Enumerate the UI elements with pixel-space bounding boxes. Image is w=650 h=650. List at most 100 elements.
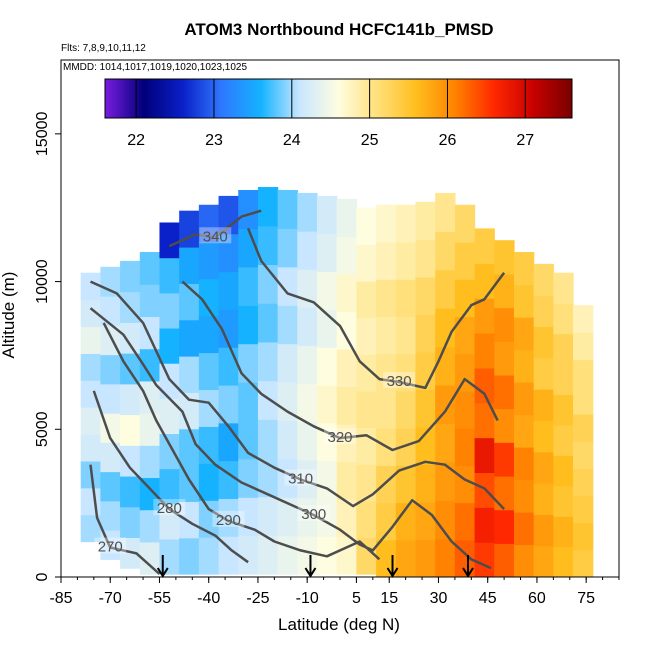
heatmap-cell [533,545,554,577]
heatmap-cell [120,475,141,508]
x-axis-label: Latitude (deg N) [278,615,400,634]
y-axis-label: Altitude (m) [0,272,18,359]
heatmap-cell [198,241,220,280]
contour-label: 270 [98,538,123,555]
heatmap-cell [376,502,397,541]
heatmap-cell [80,434,101,462]
heatmap-cell [297,231,318,270]
heatmap-cell [277,305,298,345]
heatmap-cell [356,500,377,539]
contour-line [89,464,161,575]
heatmap-cell [553,485,574,517]
heatmap-cell [159,222,180,259]
heatmap-cell [317,195,338,235]
heatmap-cell [474,367,495,404]
heatmap-cell [573,495,594,524]
heatmap-cell [198,278,220,317]
heatmap-cell [100,354,121,385]
dates-subtitle: MMDD: 1014,1017,1019,1020,1023,1025 [63,62,247,73]
heatmap-cell [474,507,495,543]
heatmap-cell [376,241,397,280]
heatmap-cell [159,433,180,470]
contour-label-bg [297,504,330,521]
colorbar-tick-label: 22 [127,132,145,149]
heatmap-cell [139,541,161,575]
heatmap-cell [395,390,417,429]
contour-line [168,209,262,248]
heatmap-cell [494,307,515,342]
x-tick-label: -70 [99,590,122,607]
heatmap-cell [533,389,554,422]
heatmap-cell [336,423,358,463]
x-tick-label: -10 [296,590,319,607]
heatmap-cell [159,398,180,435]
heatmap-cell [513,479,535,513]
heatmap-cell [198,537,220,575]
heatmap-cell [474,263,495,299]
heatmap-cell [356,427,377,465]
heatmap-cell [494,341,515,376]
heatmap-cell [494,374,515,410]
heatmap-cell [435,192,456,232]
heatmap-cell [494,408,515,443]
heatmap-cell [336,198,358,237]
heatmap-cell [159,292,180,329]
heatmap-cell [336,536,358,575]
heatmap-cell [474,332,495,369]
heatmap-cell [238,228,259,268]
heatmap-cell [317,271,338,310]
heatmap-cell [80,514,101,543]
contour-label-bg [94,537,127,554]
heatmap-cell [533,483,554,515]
heatmap-cell [100,500,121,531]
y-tick-label: 5000 [34,411,51,447]
heatmap-cell [533,295,554,328]
heatmap-cell [395,316,417,355]
heatmap-cell [415,389,436,428]
heatmap-cell [317,422,338,462]
heatmap-cell [395,241,417,280]
heatmap-cell [297,497,318,537]
heatmap-cell [415,276,436,315]
x-tick-label: -85 [49,590,72,607]
heatmap-cell [533,514,554,547]
heatmap-cell [336,273,358,313]
heatmap-cell [356,244,377,282]
heatmap-cell [553,272,574,304]
heatmap-cell [356,317,377,355]
heatmap-cell [553,516,574,548]
heatmap-cell [277,497,298,537]
heatmap-cell [139,477,161,511]
heatmap-cell [139,413,161,446]
heatmap-cell [454,390,476,429]
contour-label-bg [153,499,186,516]
heatmap-cell [198,204,220,243]
heatmap-cell [474,402,495,439]
heatmap-cell [415,464,436,503]
contour-label-bg [199,227,232,244]
heatmap-cell [573,332,594,361]
heatmap-cell [120,445,141,477]
heatmap-cell [257,496,279,536]
heatmap-cell [277,535,298,575]
heatmap-cell [395,502,417,541]
heatmap-cell [573,549,594,577]
heatmap-cell [218,195,239,235]
heatmap-cell [494,475,515,511]
heatmap-cell [513,544,535,577]
y-axis: 0 5000 10000 15000 [34,112,61,581]
contour-label: 280 [157,500,182,517]
heatmap-cell [395,465,417,504]
y-tick-label: 10000 [34,259,51,304]
heatmap-cell [553,455,574,487]
heatmap-cell [277,189,298,229]
heatmap-cell [415,501,436,541]
flights-subtitle: Flts: 7,8,9,10,11,12 [61,43,146,54]
heatmap-cell [376,539,397,577]
heatmap-cell [513,349,535,383]
x-axis: -85 -70 -55 -40 -25 -10 5 15 30 45 60 75 [49,577,620,607]
heatmap-cell [494,442,515,477]
heatmap-cell [257,535,279,575]
heatmap-cell [139,380,161,414]
chart-title: ATOM3 Northbound HCFC141b_PMSD [184,20,493,39]
